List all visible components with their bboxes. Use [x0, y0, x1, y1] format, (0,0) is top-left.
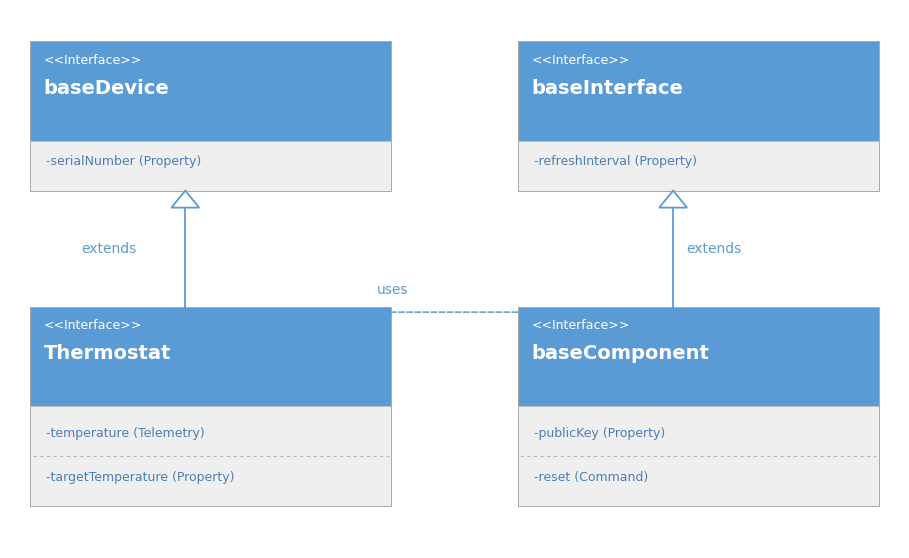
Bar [30, 41, 391, 191]
Bar [30, 307, 391, 406]
Text: Thermostat: Thermostat [44, 344, 171, 363]
Text: <<Interface>>: <<Interface>> [531, 319, 630, 332]
Text: baseDevice: baseDevice [44, 79, 169, 98]
Polygon shape [659, 191, 687, 208]
Bar [518, 307, 879, 506]
Text: baseComponent: baseComponent [531, 344, 709, 363]
Bar [518, 141, 879, 191]
Bar [30, 41, 391, 141]
Bar [518, 41, 879, 141]
Text: <<Interface>>: <<Interface>> [44, 54, 142, 66]
Bar [518, 406, 879, 506]
Text: <<Interface>>: <<Interface>> [531, 54, 630, 66]
Text: baseInterface: baseInterface [531, 79, 684, 98]
Bar [30, 141, 391, 191]
Bar [30, 307, 391, 506]
Bar [30, 406, 391, 506]
Text: extends: extends [82, 242, 136, 256]
Polygon shape [172, 191, 199, 208]
Bar [518, 41, 879, 191]
Text: -publicKey (Property): -publicKey (Property) [534, 427, 665, 440]
Text: -serialNumber (Property): -serialNumber (Property) [46, 155, 202, 169]
Text: uses: uses [377, 283, 409, 297]
Text: -refreshInterval (Property): -refreshInterval (Property) [534, 155, 697, 169]
Text: -targetTemperature (Property): -targetTemperature (Property) [46, 471, 235, 484]
Text: extends: extends [686, 242, 742, 256]
Bar [518, 307, 879, 406]
Text: -reset (Command): -reset (Command) [534, 471, 648, 484]
Text: <<Interface>>: <<Interface>> [44, 319, 142, 332]
Text: -temperature (Telemetry): -temperature (Telemetry) [46, 427, 205, 440]
